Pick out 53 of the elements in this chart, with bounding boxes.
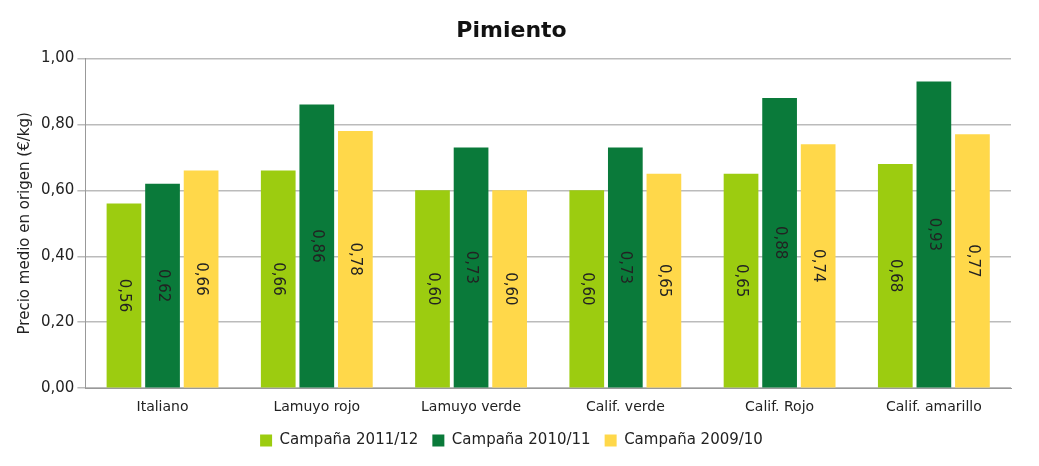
legend-label: Campaña 2009/10 bbox=[624, 430, 763, 449]
bar bbox=[955, 134, 990, 388]
data-label: 0,74 bbox=[810, 249, 829, 283]
data-label: 0,93 bbox=[925, 217, 944, 252]
data-label: 0,65 bbox=[656, 263, 675, 298]
bar bbox=[916, 81, 952, 388]
y-tick-label: 1,00 bbox=[40, 48, 75, 67]
y-tick-label: 0,60 bbox=[40, 180, 75, 199]
x-tick-label: Italiano bbox=[136, 398, 189, 415]
bar bbox=[723, 173, 759, 388]
bar bbox=[106, 203, 142, 388]
x-tick-label: Lamuyo rojo bbox=[273, 398, 361, 415]
data-label: 0,77 bbox=[964, 244, 983, 278]
x-tick-label: Lamuyo verde bbox=[421, 398, 522, 415]
y-axis-title: Precio medio en origen (€/kg) bbox=[14, 112, 33, 335]
legend-label: Campaña 2010/11 bbox=[451, 430, 591, 449]
bar bbox=[415, 190, 450, 388]
bar bbox=[299, 104, 335, 388]
data-label: 0,62 bbox=[154, 268, 173, 303]
bar bbox=[569, 190, 605, 388]
y-tick-label: 0,80 bbox=[40, 114, 75, 133]
data-label: 0,66 bbox=[270, 262, 289, 296]
bar bbox=[145, 183, 180, 388]
bar bbox=[646, 173, 682, 388]
bar bbox=[338, 130, 373, 388]
y-tick-label: 0,20 bbox=[40, 312, 75, 331]
x-tick-label: Calif. Rojo bbox=[745, 398, 815, 415]
data-label: 0,65 bbox=[733, 263, 752, 298]
data-label: 0,60 bbox=[578, 272, 597, 306]
data-label: 0,78 bbox=[347, 242, 366, 276]
bar bbox=[762, 97, 797, 388]
data-label: 0,56 bbox=[116, 278, 135, 313]
data-label: 0,73 bbox=[617, 250, 636, 285]
data-label: 0,86 bbox=[308, 229, 327, 263]
bar bbox=[183, 170, 219, 388]
y-tick-label: 0,00 bbox=[40, 378, 75, 397]
data-label: 0,60 bbox=[501, 272, 520, 306]
data-label: 0,66 bbox=[193, 262, 212, 296]
data-label: 0,88 bbox=[771, 226, 790, 260]
legend-label: Campaña 2011/12 bbox=[279, 430, 419, 449]
x-tick-label: Calif. amarillo bbox=[886, 398, 982, 415]
bar bbox=[453, 147, 489, 388]
x-tick-label: Calif. verde bbox=[585, 398, 665, 415]
data-label: 0,68 bbox=[887, 258, 906, 293]
data-label: 0,60 bbox=[424, 272, 443, 306]
bar bbox=[607, 147, 643, 388]
bar bbox=[877, 163, 913, 388]
bar bbox=[260, 170, 296, 388]
bar bbox=[492, 190, 527, 388]
chart-title: Pimiento bbox=[456, 16, 567, 42]
data-label: 0,73 bbox=[463, 250, 482, 285]
y-tick-label: 0,40 bbox=[40, 246, 75, 265]
bar bbox=[800, 144, 836, 388]
